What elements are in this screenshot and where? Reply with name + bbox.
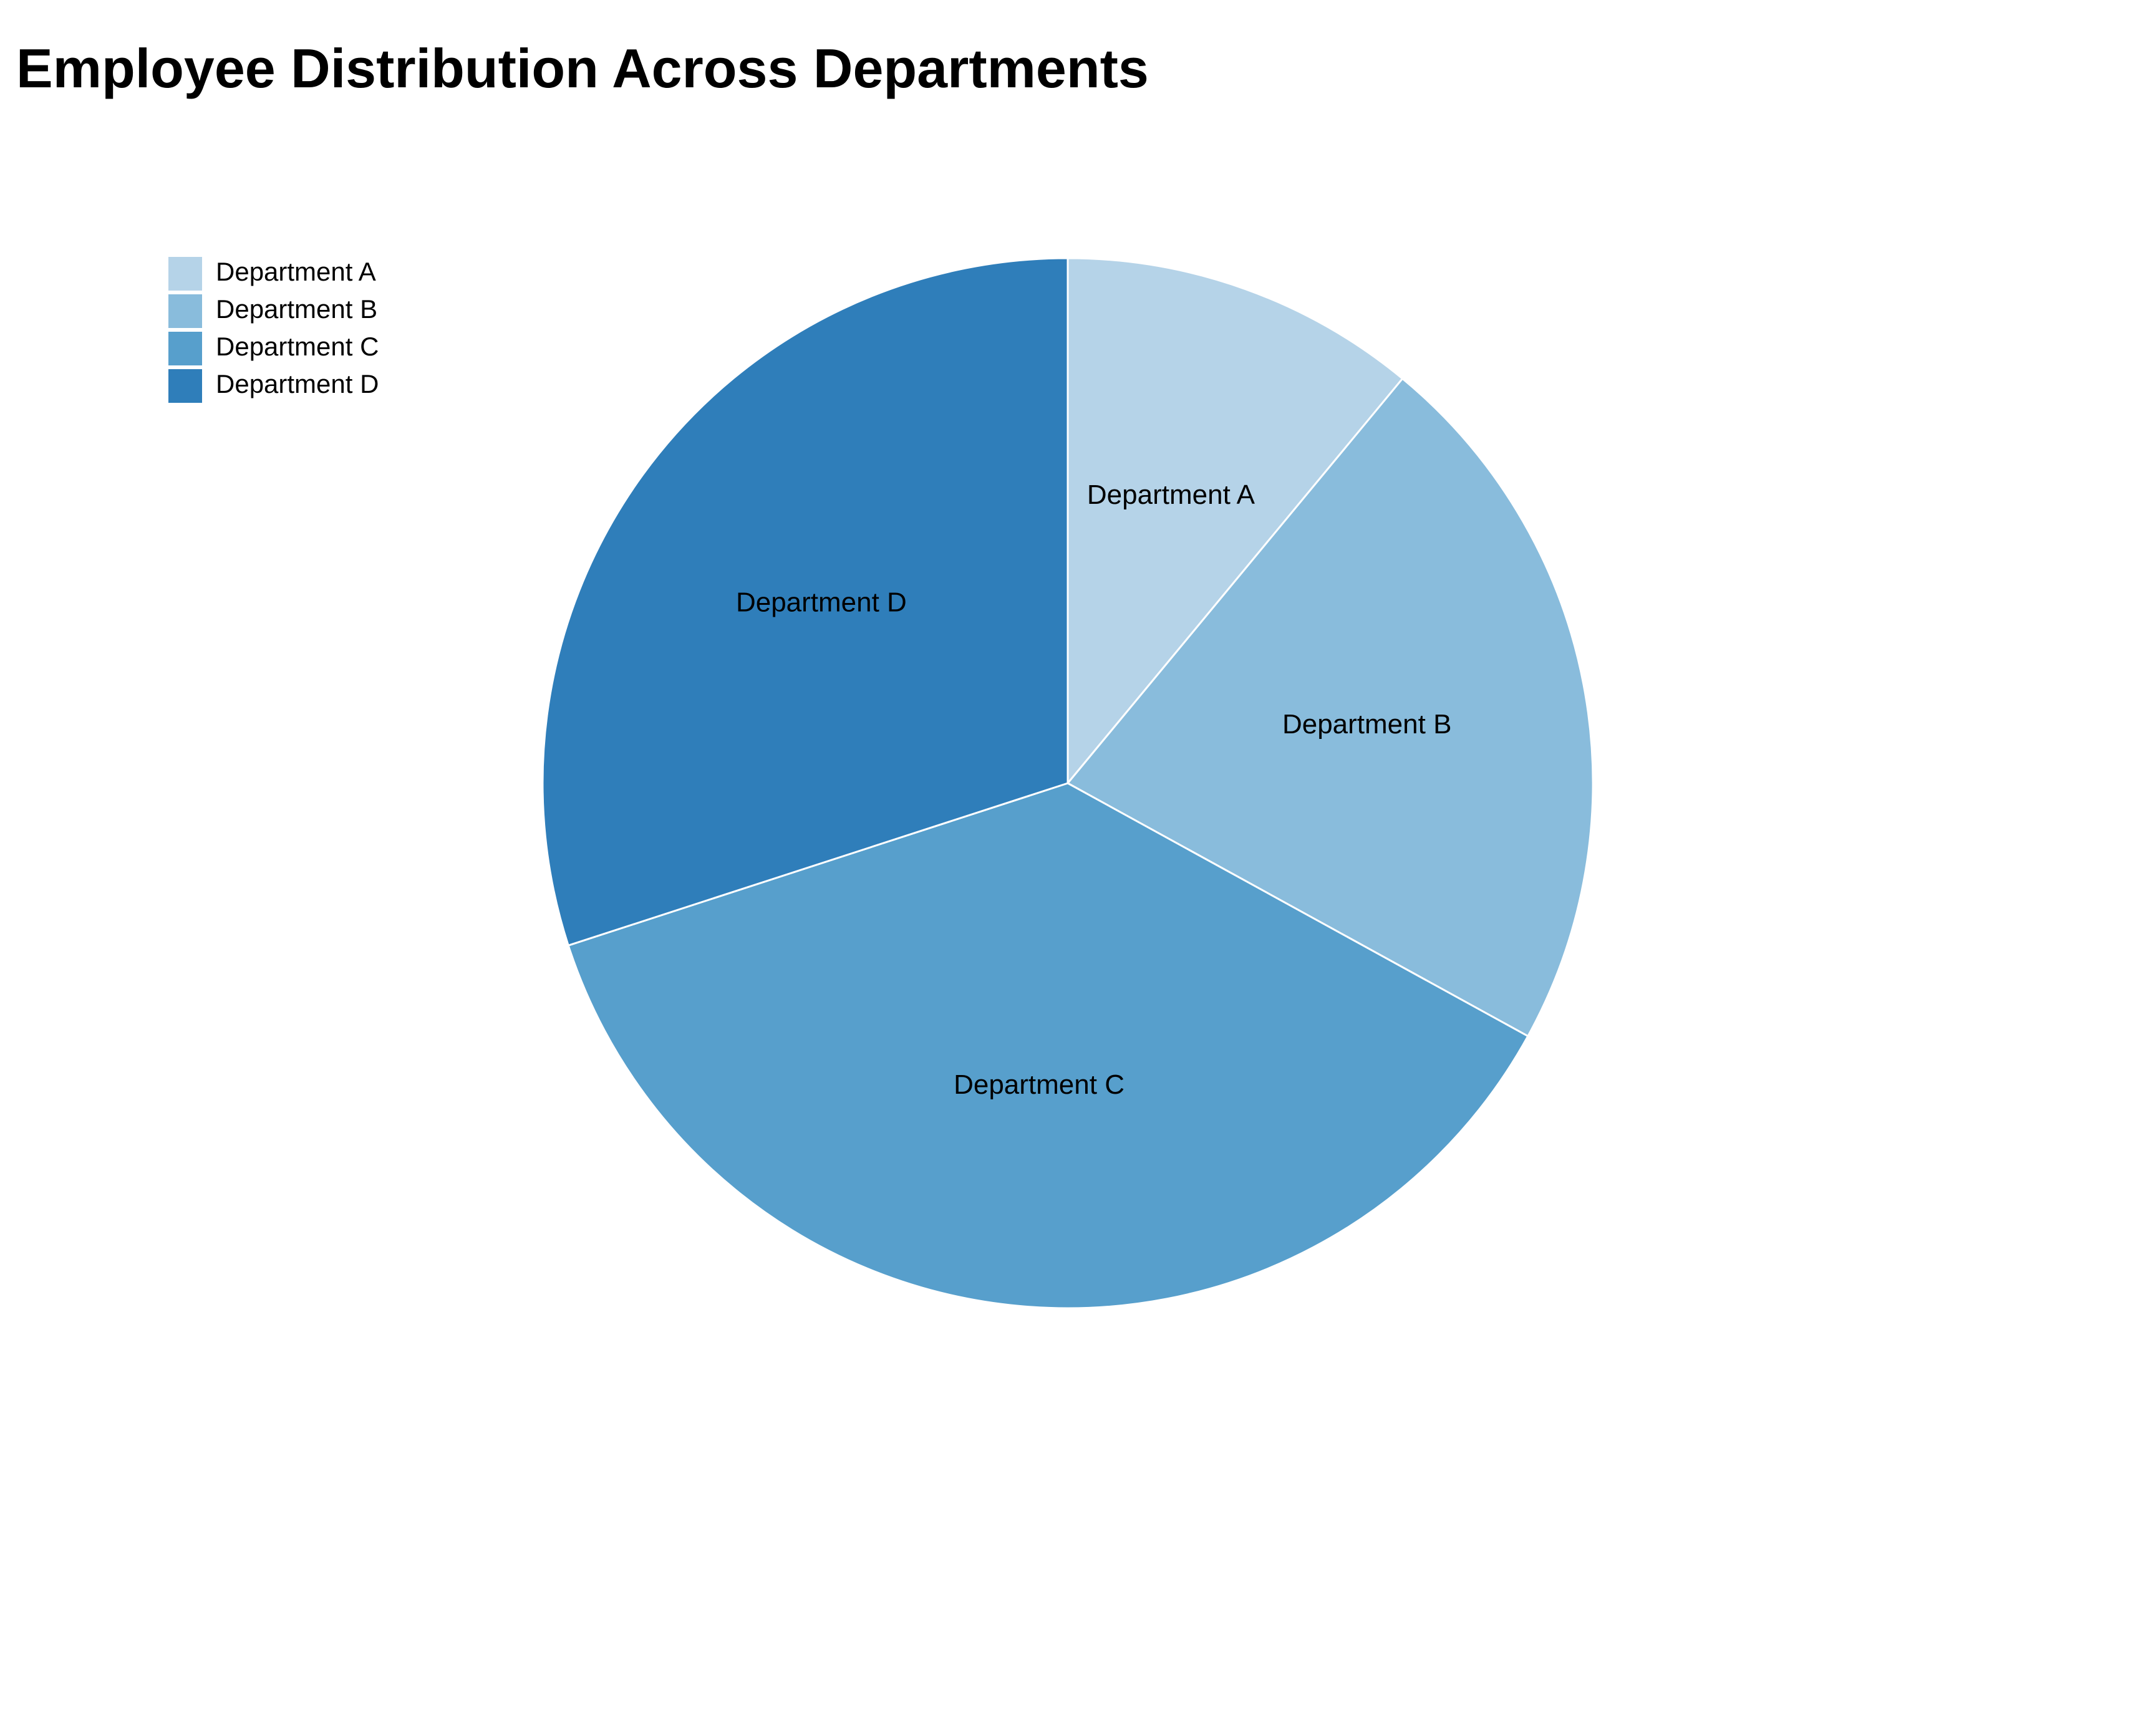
pie-slice-department-a: [1066, 257, 1404, 786]
legend-swatch: [168, 257, 202, 291]
pie-slices: [541, 257, 1594, 1309]
legend-swatch: [168, 294, 202, 328]
slice-label-department-c: Department C: [954, 1069, 1125, 1100]
legend-item-department-b: Department B: [168, 294, 377, 328]
legend-label: Department A: [216, 257, 376, 286]
legend-item-department-d: Department D: [168, 369, 379, 403]
legend-label: Department B: [216, 294, 377, 324]
pie-slice-department-b: [1066, 377, 1594, 1038]
legend-item-department-c: Department C: [168, 332, 379, 365]
pie-slice-department-c: [567, 782, 1529, 1309]
legend: Department A Department B Department C Depa…: [168, 257, 379, 403]
legend-swatch: [168, 369, 202, 403]
slice-labels: Department A Department B Department C Depa…: [736, 480, 1451, 1100]
legend-swatch: [168, 332, 202, 365]
legend-label: Department D: [216, 369, 379, 398]
legend-label: Department C: [216, 332, 379, 361]
slice-label-department-b: Department B: [1282, 709, 1451, 740]
chart-title: Employee Distribution Across Departments: [16, 37, 1149, 99]
slice-label-department-a: Department A: [1087, 480, 1255, 510]
legend-item-department-a: Department A: [168, 257, 376, 291]
slice-label-department-d: Department D: [736, 587, 907, 618]
pie-slice-department-d: [541, 257, 1069, 947]
